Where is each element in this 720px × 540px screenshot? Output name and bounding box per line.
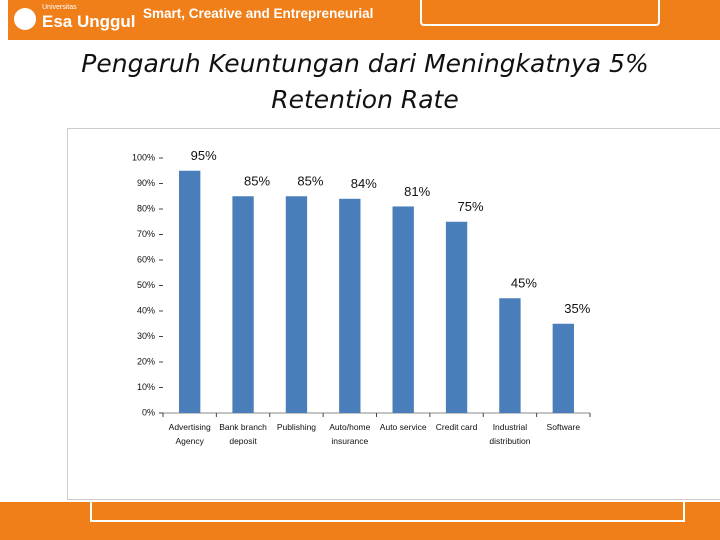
y-tick-label: 90% [137,178,155,188]
footer-outline [90,502,685,522]
bar [179,170,201,413]
bar [285,196,308,413]
y-tick-label: 30% [137,331,155,341]
value-label: 84% [351,176,377,191]
y-tick-label: 40% [137,305,155,315]
x-tick-label: Publishing [276,422,317,432]
y-tick-label: 0% [142,407,155,417]
value-label: 85% [297,174,323,189]
value-label: 81% [404,184,430,199]
bar [552,323,574,413]
y-tick-label: 50% [137,280,155,290]
header-outline [420,0,660,26]
header-bar: Universitas Esa Unggul Smart, Creative a… [0,0,720,40]
university: Universitas [42,4,77,11]
y-tick-label: 100% [132,152,155,162]
chart-frame [67,128,720,500]
value-label: 45% [511,276,537,291]
bar [499,298,521,413]
value-label: 95% [191,148,217,163]
x-tick-label: Bank branch deposit [219,422,267,446]
tagline: Smart, Creative and Entrepreneurial [143,6,374,21]
value-label: 85% [244,174,270,189]
bar [232,196,254,413]
x-tick-label: Auto service [379,422,427,432]
footer-bar [0,502,720,540]
value-label: 35% [564,301,590,316]
logo-text: Esa Unggul [42,12,136,31]
logo-icon [14,8,36,30]
slide-title: Pengaruh Keuntungan dari Meningkatnya 5%… [81,49,649,114]
y-tick-label: 60% [137,254,155,264]
bar [392,206,414,413]
y-tick-label: 80% [137,203,155,213]
x-tick-label: Software [546,422,581,432]
y-tick-label: 10% [137,382,155,392]
y-tick-label: 70% [137,229,155,239]
y-tick-label: 20% [137,356,155,366]
x-tick-label: Advertising Agency [168,422,211,446]
bar [445,221,468,413]
x-tick-label: Auto/home insurance [329,422,371,446]
bar [339,198,361,413]
header-edge [0,0,8,40]
x-tick-label: Industrial distribution [489,422,531,446]
value-label: 75% [458,199,484,214]
x-tick-label: Credit card [435,422,478,432]
